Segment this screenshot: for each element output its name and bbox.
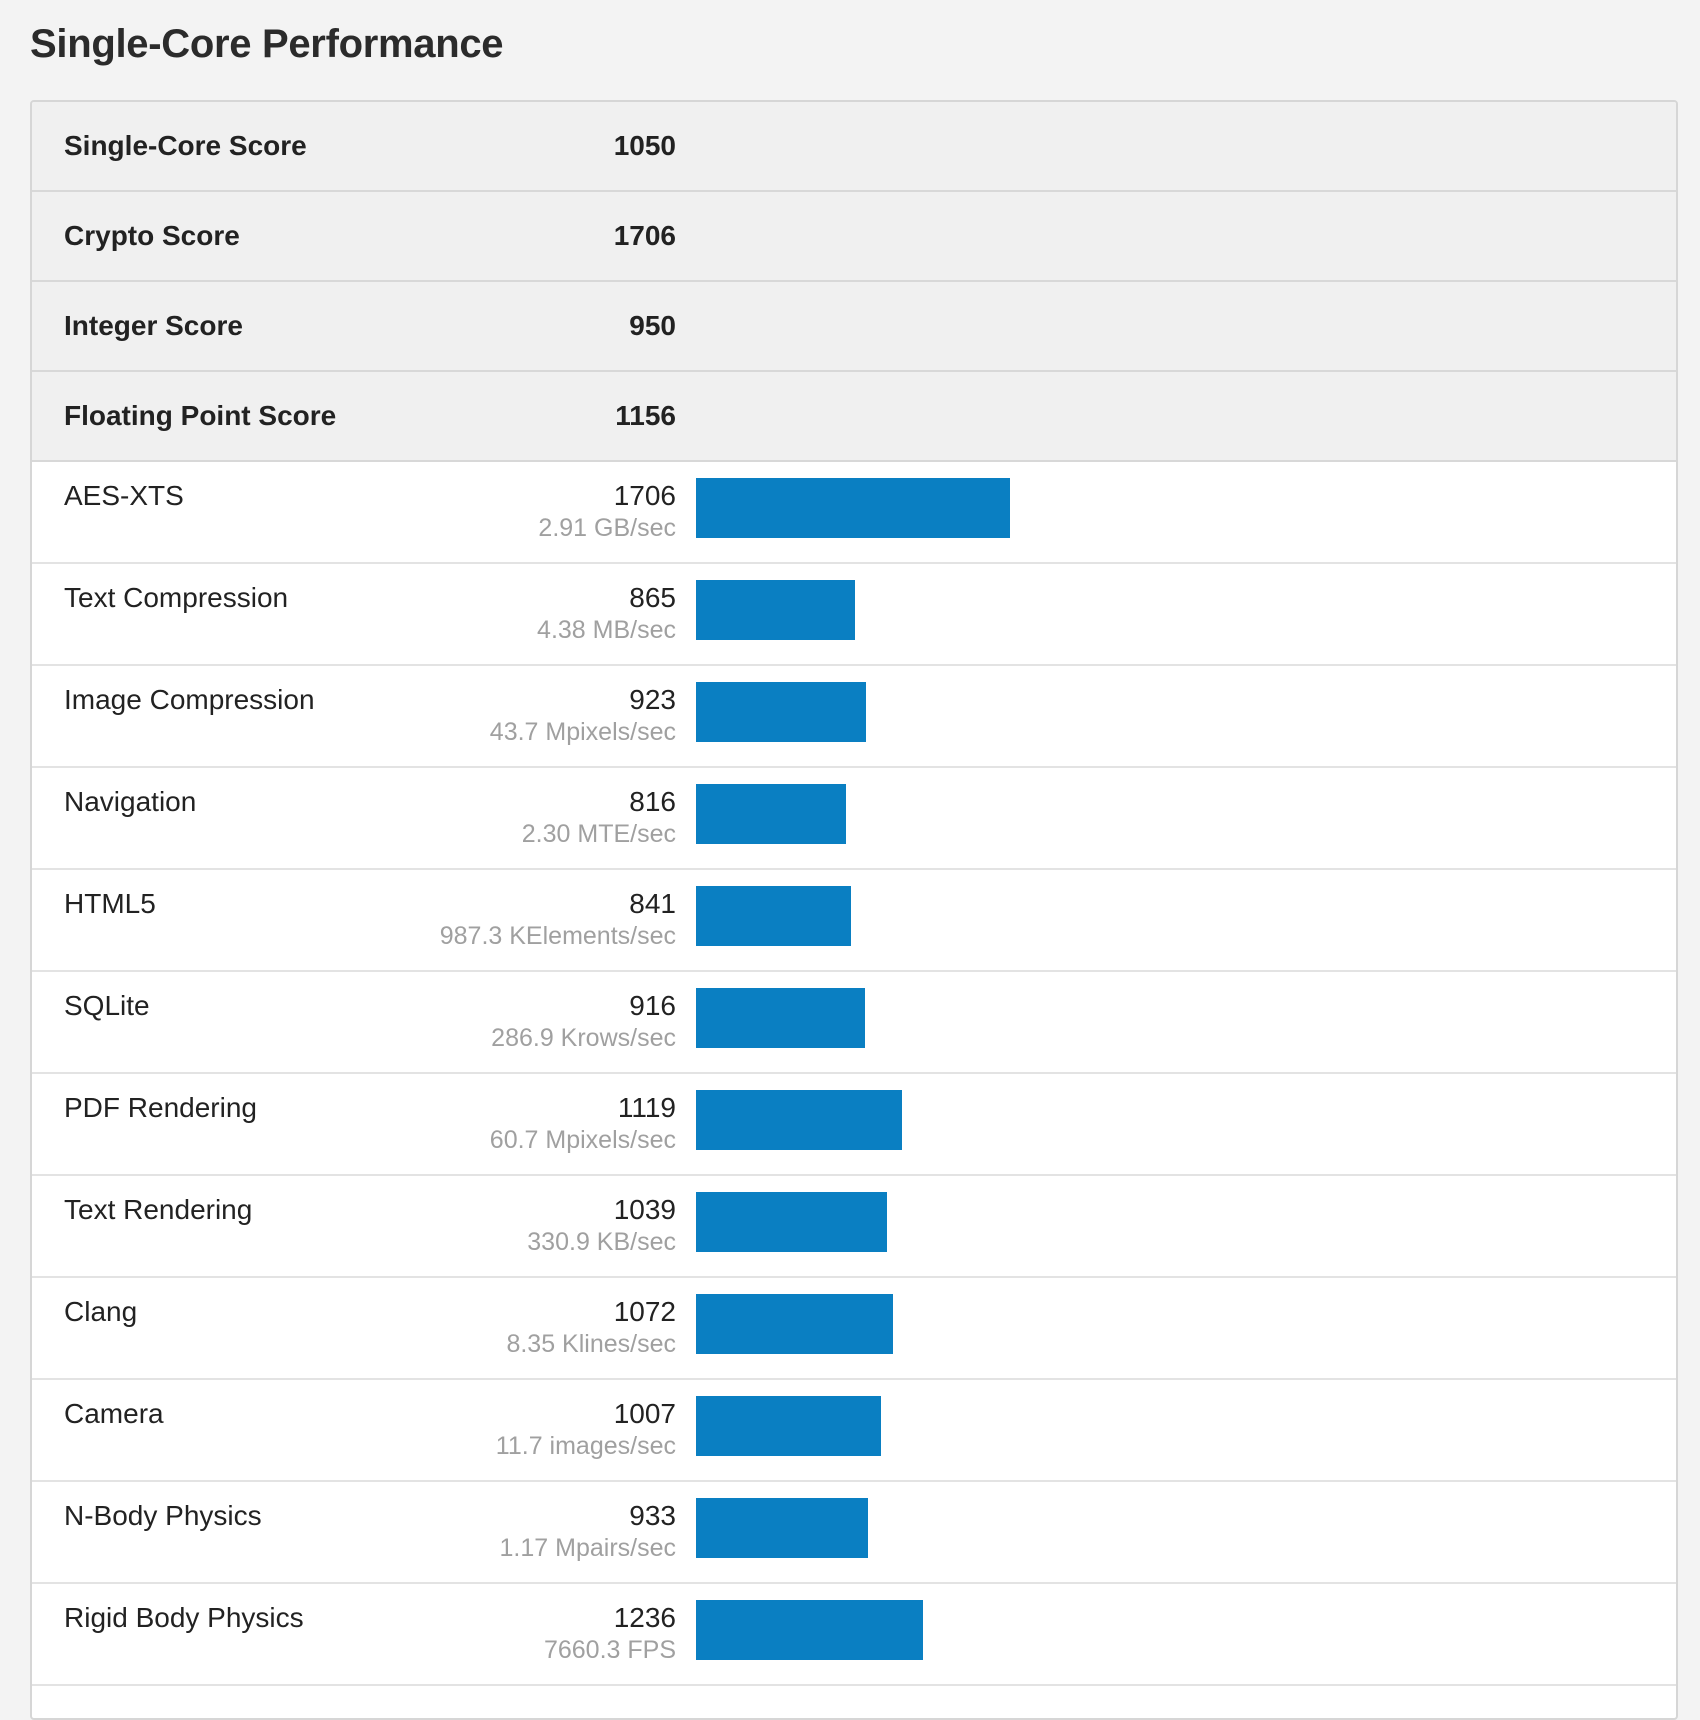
benchmark-rate: 286.9 Krows/sec (491, 1024, 676, 1052)
benchmark-row-image-compression: Image Compression 923 43.7 Mpixels/sec (32, 666, 1676, 768)
score-row-integer: Integer Score 950 (32, 282, 1676, 372)
benchmark-name: AES-XTS (64, 480, 184, 511)
benchmark-row-clang: Clang 1072 8.35 Klines/sec (32, 1278, 1676, 1380)
benchmark-score: 1039 (613, 1194, 676, 1225)
score-label: Crypto Score (64, 220, 240, 251)
benchmark-row-navigation: Navigation 816 2.30 MTE/sec (32, 768, 1676, 870)
benchmark-row-aes-xts: AES-XTS 1706 2.91 GB/sec (32, 462, 1676, 564)
benchmark-score: 1072 (613, 1296, 676, 1327)
benchmark-row-rigid-body-physics: Rigid Body Physics 1236 7660.3 FPS (32, 1584, 1676, 1686)
benchmark-score: 1007 (613, 1398, 676, 1429)
score-row-crypto: Crypto Score 1706 (32, 192, 1676, 282)
score-bar (696, 580, 855, 640)
benchmark-name: Text Compression (64, 582, 289, 613)
score-bar (696, 478, 1010, 538)
score-bar (696, 682, 866, 742)
benchmark-name: Camera (64, 1398, 164, 1429)
benchmark-row-text-rendering: Text Rendering 1039 330.9 KB/sec (32, 1176, 1676, 1278)
benchmark-rate: 11.7 images/sec (495, 1432, 676, 1460)
benchmark-score: 1119 (617, 1092, 676, 1123)
benchmark-row-text-compression: Text Compression 865 4.38 MB/sec (32, 564, 1676, 666)
score-row-single-core: Single-Core Score 1050 (32, 102, 1676, 192)
benchmark-rate: 2.91 GB/sec (538, 514, 676, 542)
benchmark-row-html5: HTML5 841 987.3 KElements/sec (32, 870, 1676, 972)
benchmark-name: Navigation (64, 786, 197, 817)
benchmark-name: Image Compression (64, 684, 315, 715)
benchmark-name: HTML5 (64, 888, 156, 919)
score-label: Single-Core Score (64, 130, 307, 161)
page-title: Single-Core Performance (30, 22, 504, 66)
benchmark-rate: 987.3 KElements/sec (439, 922, 676, 950)
score-bar (696, 1192, 887, 1252)
benchmark-score: 816 (629, 786, 676, 817)
score-bar (696, 784, 846, 844)
benchmark-rate: 4.38 MB/sec (537, 616, 676, 644)
benchmark-score: 1236 (613, 1602, 676, 1633)
results-table: Single-Core Score 1050 Crypto Score 1706… (30, 100, 1678, 1720)
score-label: Floating Point Score (64, 400, 337, 431)
score-bar (696, 1090, 902, 1150)
benchmark-rate: 60.7 Mpixels/sec (489, 1126, 676, 1154)
benchmark-score: 1706 (613, 480, 676, 511)
benchmark-rate: 8.35 Klines/sec (506, 1330, 676, 1358)
benchmark-rate: 43.7 Mpixels/sec (489, 718, 676, 746)
benchmark-row-sqlite: SQLite 916 286.9 Krows/sec (32, 972, 1676, 1074)
benchmark-name: Clang (64, 1296, 138, 1327)
benchmark-score: 933 (629, 1500, 676, 1531)
benchmark-rate: 2.30 MTE/sec (521, 820, 676, 848)
benchmark-score: 865 (629, 582, 676, 613)
score-value: 1156 (615, 400, 676, 431)
benchmark-score: 923 (629, 684, 676, 715)
score-bar (696, 886, 851, 946)
score-bar (696, 1498, 868, 1558)
benchmark-name: PDF Rendering (64, 1092, 257, 1123)
benchmark-name: SQLite (64, 990, 150, 1021)
score-bar (696, 1396, 881, 1456)
benchmark-rate: 7660.3 FPS (543, 1636, 676, 1664)
benchmark-row-camera: Camera 1007 11.7 images/sec (32, 1380, 1676, 1482)
score-bar (696, 988, 865, 1048)
benchmark-name: Rigid Body Physics (64, 1602, 304, 1633)
benchmark-name: N-Body Physics (64, 1500, 262, 1531)
benchmark-name: Text Rendering (64, 1194, 253, 1225)
score-bar (696, 1294, 893, 1354)
benchmark-rate: 1.17 Mpairs/sec (499, 1534, 676, 1562)
score-row-floating-point: Floating Point Score 1156 (32, 372, 1676, 462)
benchmark-score: 841 (629, 888, 676, 919)
score-value: 950 (629, 310, 676, 341)
score-bar (696, 1600, 923, 1660)
benchmark-row-n-body-physics: N-Body Physics 933 1.17 Mpairs/sec (32, 1482, 1676, 1584)
benchmark-rate: 330.9 KB/sec (527, 1228, 676, 1256)
benchmark-score: 916 (629, 990, 676, 1021)
score-value: 1050 (613, 130, 676, 161)
score-label: Integer Score (64, 310, 243, 341)
score-value: 1706 (613, 220, 676, 251)
benchmark-row-pdf-rendering: PDF Rendering 1119 60.7 Mpixels/sec (32, 1074, 1676, 1176)
